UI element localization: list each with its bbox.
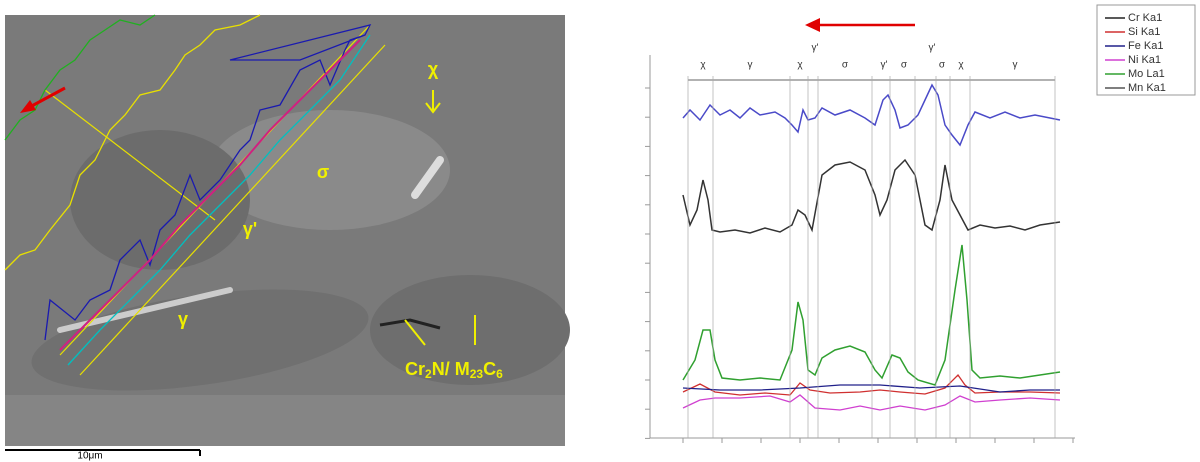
label-arrow [404, 319, 426, 346]
label-subscript: 23 [470, 367, 484, 381]
ni-profile [682, 394, 1061, 411]
sem-image: χ σ γ' γ Cr2N/ M23C6 10μm [4, 14, 570, 462]
scan-profile [4, 14, 261, 271]
scan-profile [4, 14, 156, 141]
legend-label: Ni Ka1 [1128, 54, 1161, 66]
phase-label: χ [700, 60, 706, 71]
legend-label: Si Ka1 [1128, 26, 1160, 38]
scale-bar-label: 10μm [77, 451, 102, 462]
label-subscript: 6 [496, 367, 503, 381]
label-part: C [483, 359, 496, 379]
label-part: N/ M [432, 359, 470, 379]
legend-label: Mn Ka1 [1128, 82, 1166, 94]
scan-profile [59, 39, 361, 351]
phase-label: χ [797, 60, 803, 71]
sem-grain [210, 110, 450, 230]
direction-arrow [27, 86, 66, 110]
phase-label: γ' [243, 219, 257, 239]
sem-precipitate [411, 156, 444, 199]
direction-arrow-head [20, 100, 36, 113]
phase-label: γ [1013, 60, 1018, 71]
sem-precipitate [379, 318, 441, 330]
phase-label: γ' [929, 43, 936, 54]
precipitate-label: Cr2N/ M23C6 [405, 359, 503, 381]
legend-label: Cr Ka1 [1128, 12, 1162, 24]
direction-arrow-head [805, 18, 820, 32]
label-arrow [425, 102, 441, 114]
phase-label: γ' [881, 60, 888, 71]
fe-profile [682, 83, 1061, 147]
phase-label: σ [939, 60, 946, 71]
mo-profile [682, 244, 1061, 386]
sem-precipitate [57, 287, 233, 333]
guide-line [79, 44, 386, 376]
scan-profile [44, 24, 372, 341]
phase-label: γ' [812, 43, 819, 54]
sem-grain [370, 275, 570, 385]
phase-label: γ [178, 309, 188, 329]
label-subscript: 2 [425, 367, 432, 381]
legend-box [1096, 4, 1196, 96]
si-profile [682, 373, 1061, 396]
phase-label: γ [748, 60, 753, 71]
sem-grain [70, 130, 250, 270]
phase-label: χ [958, 60, 964, 71]
legend-label: Mo La1 [1128, 68, 1165, 80]
legend-label: Fe Ka1 [1128, 40, 1163, 52]
phase-label: σ [901, 60, 908, 71]
guide-line [44, 89, 216, 221]
phase-label: σ [842, 60, 849, 71]
phase-label: χ [428, 59, 439, 79]
mn-profile [682, 384, 1060, 393]
label-part: Cr [405, 359, 425, 379]
phase-label: σ [317, 162, 329, 182]
cr-profile [682, 158, 1061, 234]
sem-lamellae [5, 395, 565, 455]
scan-profile [67, 34, 371, 366]
